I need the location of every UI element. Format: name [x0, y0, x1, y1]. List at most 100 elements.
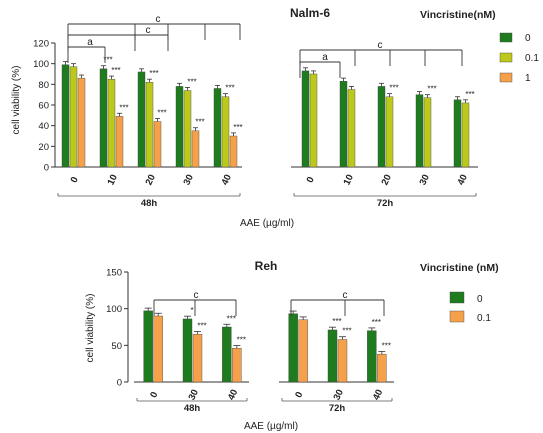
bracket-label: c: [194, 290, 199, 301]
significance-mark: ***: [332, 317, 341, 326]
bar: [377, 353, 387, 383]
legend-label: 0.1: [477, 313, 491, 324]
bar: [339, 81, 348, 168]
significance-mark: ***: [111, 66, 120, 75]
significance-mark: ***: [227, 314, 236, 323]
y-tick-label: 60: [38, 101, 49, 112]
significance-mark: ***: [427, 85, 436, 94]
nalm6-bars: ****************************** ******: [55, 56, 478, 168]
y-tick-label: 80: [38, 80, 49, 91]
bar: [301, 70, 310, 168]
significance-mark: ***: [157, 108, 166, 117]
reh-x-ticks: 0 30 40 0 30 40: [148, 388, 385, 402]
bar: [191, 130, 200, 168]
y-tick-label: 100: [33, 59, 49, 70]
bracket-label: c: [343, 290, 348, 301]
significance-mark: ***: [389, 84, 398, 93]
reh-bars: **********************: [134, 306, 394, 383]
reh-y-axis-label: cell viability (%): [85, 294, 96, 363]
bracket-label: a: [87, 37, 93, 48]
x-tick-label: 30: [418, 173, 432, 187]
group-label: 48h: [141, 198, 158, 209]
significance-mark: ***: [197, 322, 206, 331]
significance-mark: ***: [103, 56, 112, 65]
x-tick-label: 40: [456, 173, 470, 187]
group-label: 72h: [377, 198, 394, 209]
significance-mark: ***: [237, 336, 246, 345]
bar: [143, 310, 153, 383]
bar: [377, 86, 386, 168]
x-tick-label: 0: [305, 175, 317, 184]
reh-title: Reh: [255, 259, 278, 273]
reh-legend-title: Vincristine (nM): [420, 262, 499, 274]
bracket-label: c: [156, 14, 161, 25]
x-tick-label: 30: [187, 388, 201, 402]
legend-swatch: [499, 32, 513, 43]
nalm6-y-axis: 0 20 40 60 80 100 120: [33, 39, 56, 174]
bar: [347, 89, 356, 168]
legend-label: 0: [477, 294, 483, 305]
bracket-label: a: [322, 52, 328, 63]
reh-y-axis: 0 50 100 150: [106, 268, 129, 389]
x-tick-label: 20: [144, 173, 158, 187]
bar: [385, 96, 394, 168]
reh-time-groups: 48h 72h: [136, 398, 393, 414]
x-tick-label: 0: [148, 390, 160, 399]
x-tick-label: 20: [380, 173, 394, 187]
nalm6-legend-title: Vincristine(nM): [420, 9, 496, 21]
y-tick-label: 0: [117, 378, 122, 389]
y-tick-label: 0: [44, 163, 49, 174]
nalm6-legend: Vincristine(nM) 0 0.1 1: [420, 9, 539, 84]
significance-mark: ***: [195, 118, 204, 127]
legend-swatch: [449, 291, 465, 304]
nalm6-title: Nalm-6: [290, 6, 330, 20]
legend-label: 1: [525, 73, 531, 84]
bar: [77, 77, 86, 168]
bar: [327, 329, 338, 383]
reh-x-axis-label: AAE (µg/ml): [244, 421, 298, 432]
bar: [213, 88, 222, 168]
nalm6-x-axis-label: AAE (µg/ml): [240, 218, 294, 229]
significance-mark: ***: [119, 103, 128, 112]
bar: [192, 334, 203, 383]
x-tick-label: 10: [342, 173, 356, 187]
bar: [222, 326, 232, 383]
bar: [182, 318, 193, 383]
legend-swatch: [449, 310, 465, 323]
y-tick-label: 20: [38, 142, 49, 153]
x-tick-label: 10: [106, 173, 120, 187]
bar: [367, 330, 377, 383]
significance-mark: ***: [382, 341, 391, 350]
bar: [423, 97, 432, 168]
significance-mark: *: [190, 306, 193, 315]
y-tick-label: 100: [106, 304, 122, 315]
bar: [309, 73, 318, 168]
significance-mark: ***: [233, 123, 242, 132]
x-tick-label: 0: [293, 390, 305, 399]
bar: [232, 348, 242, 383]
significance-mark: ***: [225, 84, 234, 93]
bar: [69, 66, 78, 168]
legend-swatch: [499, 72, 513, 83]
bar: [221, 96, 230, 168]
y-tick-label: 50: [111, 341, 122, 352]
bar: [107, 78, 116, 168]
significance-mark: ***: [372, 318, 381, 327]
bracket-label: c: [378, 40, 383, 51]
nalm6-y-axis-label: cell viability (%): [11, 66, 22, 135]
significance-mark: ***: [187, 77, 196, 86]
bar: [415, 94, 424, 168]
bar: [153, 121, 162, 168]
bar: [288, 313, 298, 383]
bar: [337, 339, 348, 383]
legend-label: 0.1: [525, 53, 539, 64]
x-tick-label: 40: [226, 388, 240, 402]
bar: [99, 68, 108, 168]
bracket-label: c: [146, 25, 151, 36]
reh-legend: Vincristine (nM) 0 0.1: [420, 262, 499, 324]
bar: [115, 116, 124, 168]
